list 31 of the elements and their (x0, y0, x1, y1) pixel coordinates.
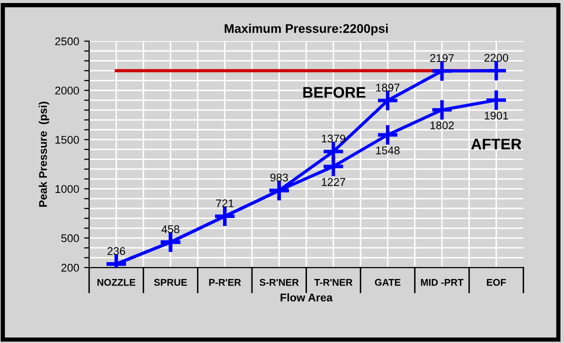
data-label: 1227 (322, 178, 346, 186)
y-tick-label: 2500 (55, 37, 79, 46)
x-tick-label: NOZZLE (97, 278, 136, 286)
data-label: 983 (270, 174, 288, 182)
text: AFTER (471, 138, 522, 150)
y-tick-label: 1000 (56, 185, 79, 193)
data-label: 2200 (484, 54, 508, 62)
x-tick-label: S-R'NER (260, 278, 299, 286)
data-label: 1379 (322, 134, 346, 143)
y-tick-label: 1500 (56, 136, 79, 144)
series-label: BEFORE (303, 87, 366, 98)
x-tick-label: MID -PRT (421, 279, 464, 286)
y-tick-label: 500 (61, 234, 79, 242)
x-tick-label: P-R'ER (209, 279, 241, 286)
x-tick-label: GATE (374, 278, 400, 286)
data-label: 1548 (376, 146, 400, 154)
data-label: 1901 (484, 112, 508, 120)
data-label: 2197 (430, 54, 454, 62)
x-tick-label: T-R'NER (314, 279, 352, 286)
data-label: 236 (108, 247, 126, 256)
x-axis-title: Flow Area (280, 293, 333, 302)
y-tick-label: 2000 (55, 86, 79, 95)
x-tick-label: SPRUE (154, 278, 187, 286)
y-axis-title: Peak Pressure (psi) (38, 102, 50, 207)
data-label: 458 (162, 225, 180, 234)
x-tick-label: EOF (486, 278, 506, 286)
y-tick-label: 200 (61, 264, 79, 272)
data-label: 1897 (376, 84, 400, 92)
chart-title: Maximum Pressure:2200psi (224, 24, 388, 36)
data-label: 1802 (430, 121, 454, 130)
data-label: 721 (216, 199, 234, 208)
